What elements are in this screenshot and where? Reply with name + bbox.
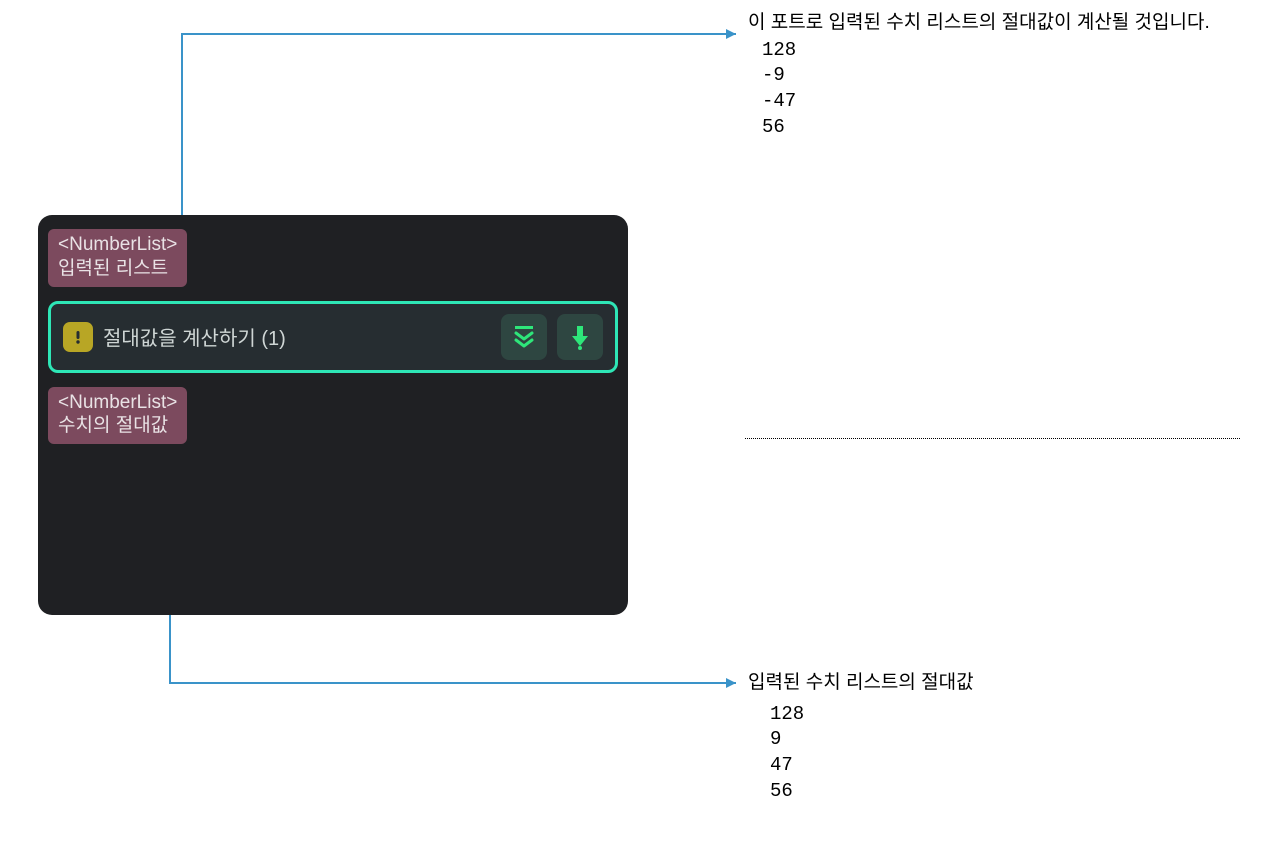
annotation-output-text: 입력된 수치 리스트의 절대값	[748, 670, 1258, 696]
node-panel: <NumberList> 입력된 리스트 절대값을 계산하기 (1)	[38, 215, 628, 615]
action-row[interactable]: 절대값을 계산하기 (1)	[48, 301, 618, 373]
action-title: 절대값을 계산하기 (1)	[103, 322, 491, 351]
diagram-canvas: <NumberList> 입력된 리스트 절대값을 계산하기 (1)	[0, 0, 1280, 856]
input-port-label: 입력된 리스트	[58, 257, 177, 281]
annotation-output: 입력된 수치 리스트의 절대값 12894756	[748, 670, 1258, 804]
input-port-tag[interactable]: <NumberList> 입력된 리스트	[48, 229, 187, 287]
annotation-input: 이 포트로 입력된 수치 리스트의 절대값이 계산될 것입니다. 128-9-4…	[748, 10, 1258, 140]
annotation-input-text: 이 포트로 입력된 수치 리스트의 절대값이 계산될 것입니다.	[748, 10, 1258, 36]
list-item: 128	[770, 702, 1258, 728]
input-port-type: <NumberList>	[58, 233, 177, 257]
list-item: 47	[770, 753, 1258, 779]
output-port-type: <NumberList>	[58, 391, 177, 415]
annotation-input-values: 128-9-4756	[762, 38, 1258, 141]
list-item: -9	[762, 63, 1258, 89]
section-divider	[745, 438, 1240, 439]
expand-down-button[interactable]	[501, 314, 547, 360]
list-item: 9	[770, 727, 1258, 753]
annotation-output-values: 12894756	[770, 702, 1258, 805]
output-port-label: 수치의 절대값	[58, 414, 177, 438]
list-item: 56	[770, 779, 1258, 805]
list-item: -47	[762, 89, 1258, 115]
list-item: 56	[762, 115, 1258, 141]
run-down-button[interactable]	[557, 314, 603, 360]
output-port-tag[interactable]: <NumberList> 수치의 절대값	[48, 387, 187, 445]
list-item: 128	[762, 38, 1258, 64]
warning-icon	[63, 322, 93, 352]
